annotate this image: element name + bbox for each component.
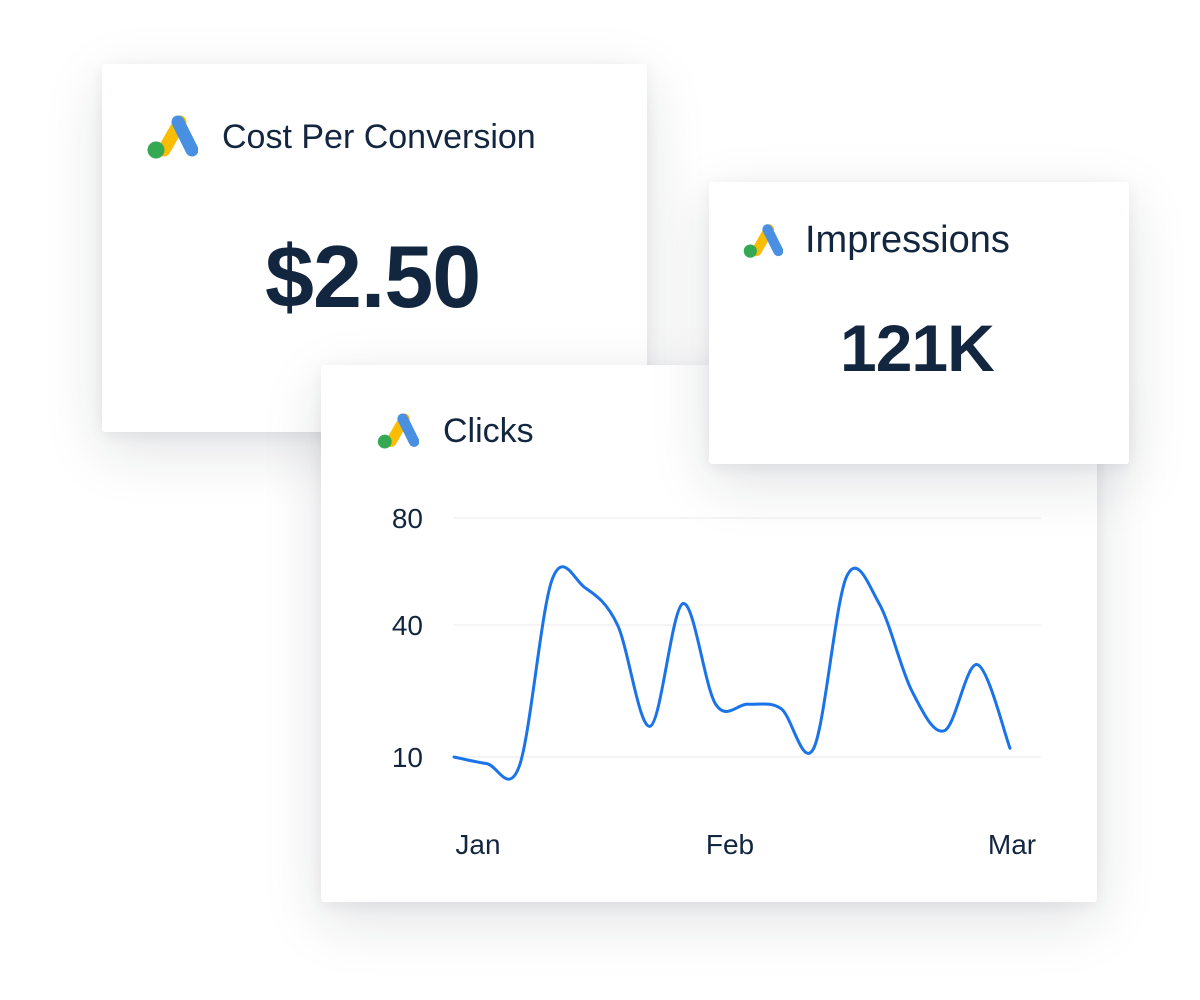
clicks-line-chart: 80 40 10 Jan Feb Mar xyxy=(392,503,1041,860)
card-header: Impressions xyxy=(741,219,1010,262)
y-tick-label: 10 xyxy=(392,742,423,773)
card-title: Impressions xyxy=(805,219,1010,261)
x-tick-label: Feb xyxy=(706,829,754,860)
impressions-card[interactable]: Impressions 121K xyxy=(709,182,1129,464)
metric-value: $2.50 xyxy=(265,227,481,326)
card-header: Clicks xyxy=(375,411,534,451)
clicks-series-line xyxy=(452,565,1012,781)
y-tick-label: 80 xyxy=(392,503,423,534)
card-title: Clicks xyxy=(443,411,534,450)
y-tick-label: 40 xyxy=(392,610,423,641)
card-header: Cost Per Conversion xyxy=(144,114,536,160)
google-ads-icon xyxy=(144,114,198,160)
x-tick-label: Mar xyxy=(988,829,1036,860)
metric-value: 121K xyxy=(840,311,995,385)
google-ads-icon xyxy=(375,411,419,451)
x-tick-label: Jan xyxy=(455,829,500,860)
card-title: Cost Per Conversion xyxy=(222,117,536,156)
google-ads-icon xyxy=(741,222,783,260)
